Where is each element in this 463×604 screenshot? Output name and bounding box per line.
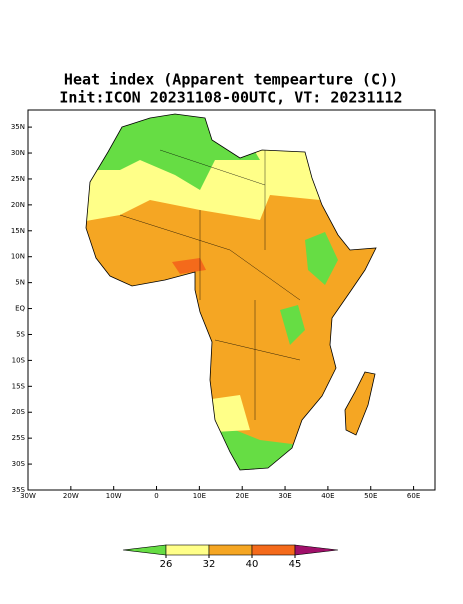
hot-zone (172, 258, 206, 274)
x-tick-label: 40E (321, 492, 334, 500)
y-tick-label: 30N (11, 149, 25, 157)
y-tick-label: 35S (12, 486, 26, 494)
colorbar-segment (165, 544, 210, 556)
x-tick-label: 20W (63, 492, 79, 500)
y-tick-label: 25N (11, 175, 25, 183)
coastline (85, 113, 377, 471)
x-tick-label: 30W (20, 492, 36, 500)
colorbar-tick-label: 26 (160, 559, 173, 570)
x-tick-label: 10W (106, 492, 122, 500)
colorbar-segment (208, 544, 253, 556)
y-tick-label: 20S (12, 408, 26, 416)
ethiopia-zone (305, 232, 338, 285)
x-tick-label: 50E (364, 492, 377, 500)
map-frame (27, 109, 436, 491)
title: Heat index (Apparent tempearture (C)) (64, 71, 398, 89)
y-tick-label: 20N (11, 201, 25, 209)
y-tick-label: 25S (12, 434, 26, 442)
madagascar (344, 371, 376, 436)
x-tick-label: 30E (278, 492, 291, 500)
borders (119, 149, 301, 420)
y-tick-label: 15S (12, 382, 26, 390)
y-tick-label: 5N (15, 279, 25, 287)
colorbar-extend-high (294, 544, 339, 556)
x-tick-label: 20E (236, 492, 249, 500)
y-tick-label: 10N (11, 253, 25, 261)
x-tick-label: 60E (407, 492, 420, 500)
y-tick-label: 15N (11, 227, 25, 235)
y-tick-label: 10S (12, 356, 26, 364)
lakes-zone (280, 305, 305, 345)
y-tick-label: 35N (11, 123, 25, 131)
y-tick-label: 5S (16, 330, 25, 338)
x-tick-label: 10E (193, 492, 206, 500)
subtitle: Init:ICON 20231108-00UTC, VT: 20231112 (59, 89, 402, 107)
y-tick-label: EQ (15, 305, 25, 313)
colorbar-tick-label: 45 (289, 559, 302, 570)
colorbar-tick-label: 32 (203, 559, 216, 570)
colorbar-segment (251, 544, 296, 556)
x-tick-label: 0 (154, 492, 158, 500)
colorbar-tick-label: 40 (246, 559, 259, 570)
y-tick-label: 30S (12, 460, 26, 468)
